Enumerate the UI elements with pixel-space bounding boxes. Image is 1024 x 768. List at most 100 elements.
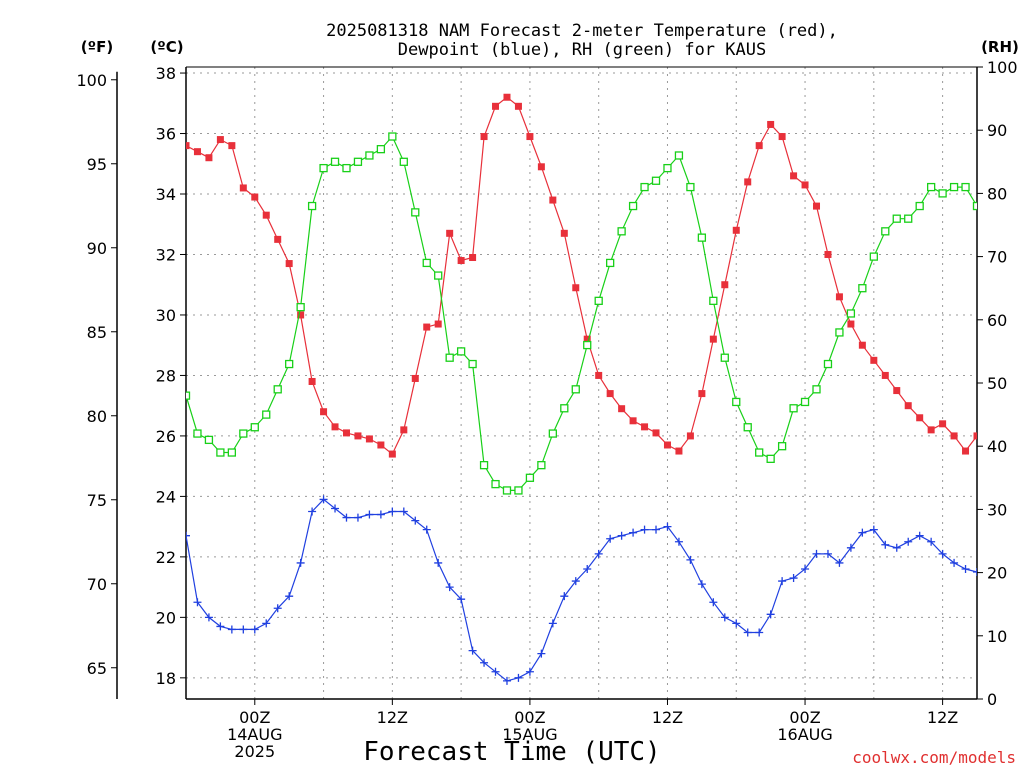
rh-point [319,163,328,173]
temperature-point [526,133,534,141]
dewpoint-point [468,646,477,655]
dewpoint-point [617,531,626,540]
fahrenheit-tick-label: 80 [87,407,107,426]
rh-point [1008,316,1015,323]
temperature-point [480,133,488,141]
dewpoint-point [376,510,385,519]
dewpoint-point [411,516,420,525]
temperature-point [492,102,500,110]
dewpoint-point [640,525,649,534]
dewpoint-point [629,528,638,537]
temperature-point [186,142,190,150]
celsius-tick-label: 28 [156,366,176,385]
rh-point [904,214,913,223]
dewpoint-point [663,522,672,531]
rh-tick-label: 90 [987,121,1007,140]
rh-line [186,135,977,491]
temperature-point [583,335,591,343]
rh-point [525,473,535,482]
temperature-point [629,417,637,425]
temperature-point [847,320,855,328]
temperature-point [973,432,977,440]
dewpoint-point [273,604,282,613]
temperature-point [1008,293,1015,300]
temperature-point [514,102,522,110]
dewpoint-point [525,667,534,676]
rh-point [456,347,466,356]
dewpoint-point [491,667,500,676]
rh-point [686,182,695,192]
dewpoint-point [331,504,340,513]
rh-point [273,385,282,394]
rh-point [949,182,959,192]
rh-point [972,201,977,211]
rh-tick-label: 70 [987,248,1007,267]
dewpoint-point [904,537,913,546]
rh-point [399,157,408,166]
x-tick-label: 00Z [514,708,545,727]
temperature-line [186,96,977,456]
x-tick-label: 12Z [927,708,958,727]
rh-point [434,271,443,280]
dewpoint-point [193,598,202,607]
rh-point [353,157,363,166]
dewpoint-point [927,537,936,546]
rh-point [571,385,580,394]
temperature-point [400,426,408,434]
celsius-tick-label: 26 [156,427,176,446]
temperature-point [813,202,821,210]
dewpoint-point [778,577,787,586]
dewpoint-point [480,658,489,667]
temperature-point [193,148,201,156]
chart-title-line-2: Dewpoint (blue), RH (green) for KAUS [398,40,766,60]
rh-point [204,435,214,445]
rh-tick-label: 80 [987,184,1007,203]
rh-point [846,309,856,318]
dewpoint-point [560,592,569,601]
dewpoint-point [399,507,408,516]
dewpoint-point [227,625,236,634]
dewpoint-point [606,534,615,543]
rh-point [388,132,397,141]
temperature-point [904,402,912,410]
rh-tick-label: 10 [987,627,1007,646]
temperature-point [308,377,316,385]
temperature-point [1019,257,1024,264]
temperature-point [641,423,649,431]
temperature-point [262,211,270,219]
temperature-point [767,120,775,128]
dewpoint-point [422,525,431,534]
temperature-point [950,432,958,440]
rh-point [186,391,191,400]
temperature-point [469,254,477,262]
rh-point [193,429,202,438]
temperature-point [790,172,798,180]
temperature-point [434,320,442,328]
dewpoint-point [1019,613,1024,621]
rh-point [961,182,970,192]
rh-point [789,404,798,413]
fahrenheit-tick-label: 70 [87,575,107,594]
rh-point [823,359,833,369]
temperature-point [663,441,671,449]
dewpoint-point [846,543,855,552]
dewpoint-point [342,513,351,522]
rh-tick-label: 40 [987,437,1007,456]
rh-point [640,182,649,192]
dewpoint-point [204,613,213,622]
rh-point [663,163,672,173]
rh-tick-label: 50 [987,374,1007,393]
rh-point [755,448,764,457]
temperature-point [549,196,557,204]
temperature-point [721,281,729,289]
dewpoint-point [869,525,878,534]
temperature-point [354,432,362,440]
rh-point [537,461,546,470]
temperature-point [503,93,511,101]
rh-point [606,258,615,268]
x-tick-label: 16AUG [777,725,832,744]
temperature-point [572,284,580,292]
rh-point [812,385,821,394]
temperature-point [835,293,843,301]
rh-point [216,448,225,457]
